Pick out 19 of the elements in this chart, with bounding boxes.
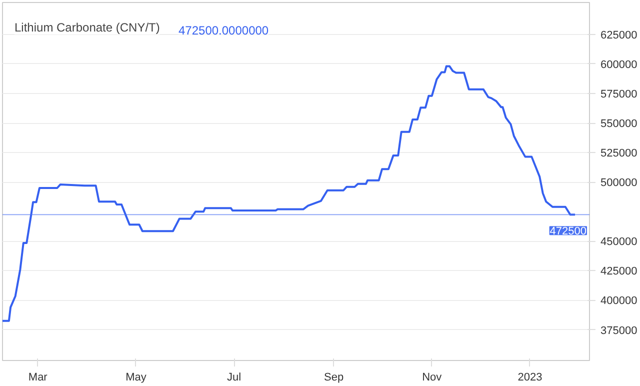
x-tick-label: Nov: [422, 372, 442, 384]
y-tick-label: 500000: [600, 177, 638, 190]
y-tick-label: 600000: [600, 58, 638, 71]
y-tick-label: 575000: [600, 88, 638, 100]
y-tick-label: 550000: [600, 118, 638, 130]
text: Lithium Carbonate (CNY/T): [14, 20, 160, 34]
x-tick-label: Sep: [324, 372, 344, 384]
y-tick-label: 525000: [600, 148, 638, 160]
y-tick-label: 625000: [600, 29, 638, 42]
y-tick-label: 450000: [600, 236, 638, 248]
y-tick-label: 375000: [600, 324, 638, 337]
annotation: 472500.0000000: [178, 24, 269, 38]
ref-line-label: 472500: [550, 226, 587, 238]
x-tick-label: Mar: [28, 372, 48, 384]
y-tick-label: 400000: [600, 295, 638, 308]
x-tick-label: May: [126, 372, 147, 384]
x-tick-label: 2023: [518, 372, 542, 384]
y-tick-label: 425000: [600, 266, 638, 278]
x-tick-label: Jul: [227, 372, 242, 384]
